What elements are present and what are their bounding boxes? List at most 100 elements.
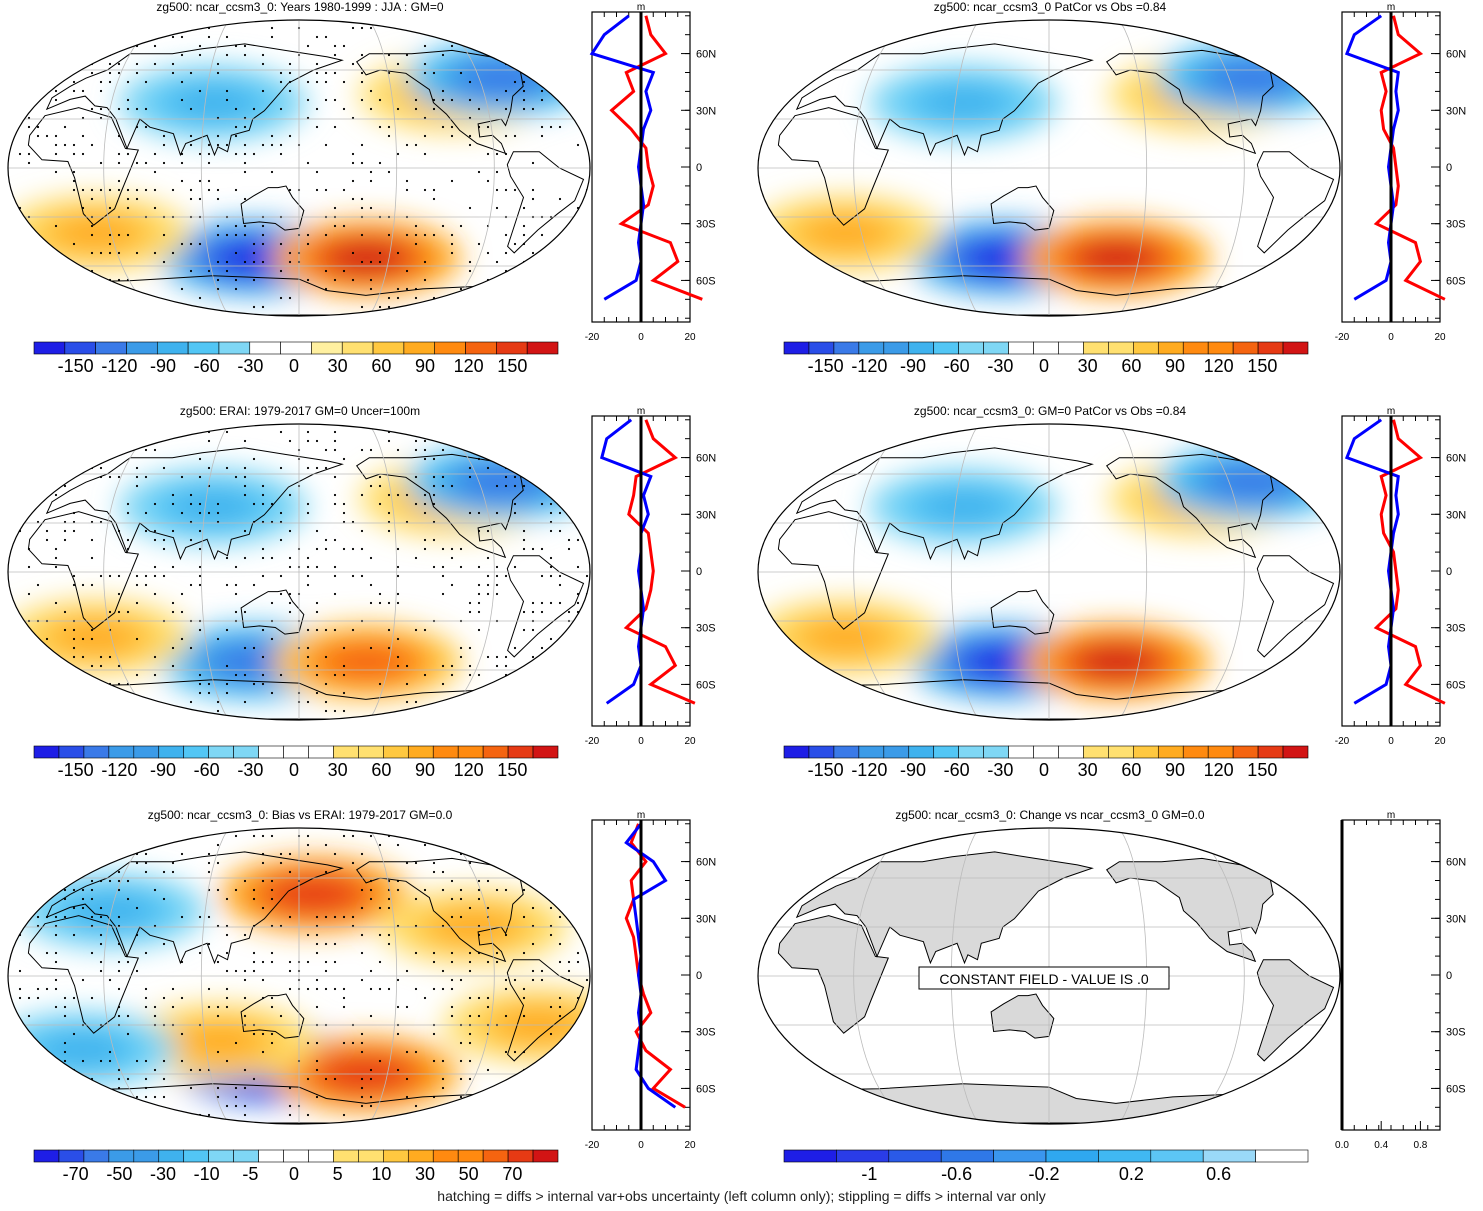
stipple-dot bbox=[441, 484, 445, 488]
stipple-dot bbox=[207, 691, 211, 695]
stipple-dot bbox=[504, 188, 508, 192]
stipple-dot bbox=[369, 897, 373, 901]
profile-x-tick-label: -20 bbox=[585, 332, 600, 343]
stipple-dot bbox=[198, 529, 202, 533]
colorbar-swatch bbox=[187, 341, 220, 355]
stipple-dot bbox=[333, 125, 337, 129]
stipple-dot bbox=[189, 583, 193, 587]
stipple-dot bbox=[108, 448, 112, 452]
stipple-dot bbox=[360, 574, 364, 578]
stipple-dot bbox=[450, 673, 454, 677]
stipple-dot bbox=[531, 924, 535, 928]
stipple-dot bbox=[396, 448, 400, 452]
panel-title: zg500: ncar_ccsm3_0: Years 1980-1999 : J… bbox=[156, 0, 444, 14]
stipple-dot bbox=[198, 691, 202, 695]
colorbar-swatch bbox=[341, 341, 374, 355]
stipple-dot bbox=[477, 673, 481, 677]
colorbar-swatch bbox=[1033, 341, 1059, 355]
stipple-dot bbox=[423, 314, 427, 316]
stipple-dot bbox=[567, 511, 571, 515]
stipple-dot bbox=[315, 987, 319, 991]
coastline bbox=[990, 589, 1055, 635]
stipple-dot bbox=[198, 179, 202, 183]
stipple-dot bbox=[324, 870, 328, 874]
stipple-dot bbox=[387, 529, 391, 533]
stipple-dot bbox=[531, 197, 535, 201]
graticule-line bbox=[440, 424, 495, 720]
stipple-dot bbox=[477, 107, 481, 111]
profile-series-line bbox=[624, 823, 686, 1109]
stipple-dot bbox=[549, 852, 553, 856]
stipple-dot bbox=[360, 1032, 364, 1036]
stipple-dot bbox=[252, 152, 256, 156]
stipple-dot bbox=[135, 583, 139, 587]
stipple-dot bbox=[54, 951, 58, 955]
stipple-dot bbox=[144, 1005, 148, 1009]
stipple-dot bbox=[360, 1077, 364, 1081]
stipple-dot bbox=[567, 296, 571, 300]
colorbar-swatch bbox=[83, 1149, 110, 1163]
stipple-dot bbox=[567, 682, 571, 686]
stipple-dot bbox=[117, 134, 121, 138]
stipple-dot bbox=[306, 161, 310, 165]
stipple-dot bbox=[153, 62, 157, 66]
colorbar-tick-label: -30 bbox=[987, 356, 1014, 376]
stipple-dot bbox=[27, 1032, 31, 1036]
stipple-dot bbox=[486, 430, 490, 434]
stipple-dot bbox=[216, 134, 220, 138]
stipple-dot bbox=[459, 646, 463, 650]
stipple-dot bbox=[171, 251, 175, 255]
stipple-dot bbox=[423, 44, 427, 48]
stipple-dot bbox=[279, 1014, 283, 1018]
stipple-dot bbox=[396, 592, 400, 596]
stipple-dot bbox=[234, 1086, 238, 1090]
stipple-dot bbox=[252, 305, 256, 309]
stipple-dot bbox=[189, 107, 193, 111]
stipple-dot bbox=[252, 242, 256, 246]
colorbar bbox=[33, 1149, 559, 1163]
stipple-dot bbox=[531, 942, 535, 946]
stipple-dot bbox=[432, 538, 436, 542]
stipple-dot bbox=[234, 888, 238, 892]
stipple-dot bbox=[54, 933, 58, 937]
stipple-dot bbox=[126, 852, 130, 856]
stipple-dot bbox=[333, 538, 337, 542]
stipple-dot bbox=[72, 278, 76, 282]
stipple-dot bbox=[459, 1077, 463, 1081]
stipple-dot bbox=[90, 143, 94, 147]
stipple-dot bbox=[45, 682, 49, 686]
stipple-dot bbox=[468, 511, 472, 515]
latitude-tick-label: 30N bbox=[1446, 105, 1466, 117]
graticule-line bbox=[1119, 20, 1148, 316]
stipple-dot bbox=[36, 996, 40, 1000]
stipple-dot bbox=[207, 466, 211, 470]
coastline bbox=[506, 151, 585, 254]
stipple-dot bbox=[225, 269, 229, 273]
stipple-dot bbox=[36, 89, 40, 93]
stipple-dot bbox=[360, 1086, 364, 1090]
stipple-dot bbox=[396, 1005, 400, 1009]
stipple-dot bbox=[396, 107, 400, 111]
stipple-dot bbox=[459, 655, 463, 659]
stipple-dot bbox=[216, 520, 220, 524]
stipple-dot bbox=[36, 305, 40, 309]
colorbar-tick-label: 5 bbox=[332, 1164, 343, 1184]
stipple-dot bbox=[486, 583, 490, 587]
stipple-dot bbox=[99, 915, 103, 919]
stipple-dot bbox=[198, 296, 202, 300]
stipple-dot bbox=[18, 987, 22, 991]
stipple-dot bbox=[486, 466, 490, 470]
stipple-dot bbox=[27, 260, 31, 264]
stipple-dot bbox=[540, 1113, 544, 1117]
stipple-dot bbox=[549, 1086, 553, 1090]
stipple-dot bbox=[72, 143, 76, 147]
stipple-dot bbox=[72, 520, 76, 524]
stipple-dot bbox=[117, 71, 121, 75]
stipple-dot bbox=[81, 44, 85, 48]
stipple-dot bbox=[135, 1095, 139, 1099]
stipple-dot bbox=[468, 1041, 472, 1045]
stipple-dot bbox=[315, 601, 319, 605]
stipple-dot bbox=[486, 1005, 490, 1009]
